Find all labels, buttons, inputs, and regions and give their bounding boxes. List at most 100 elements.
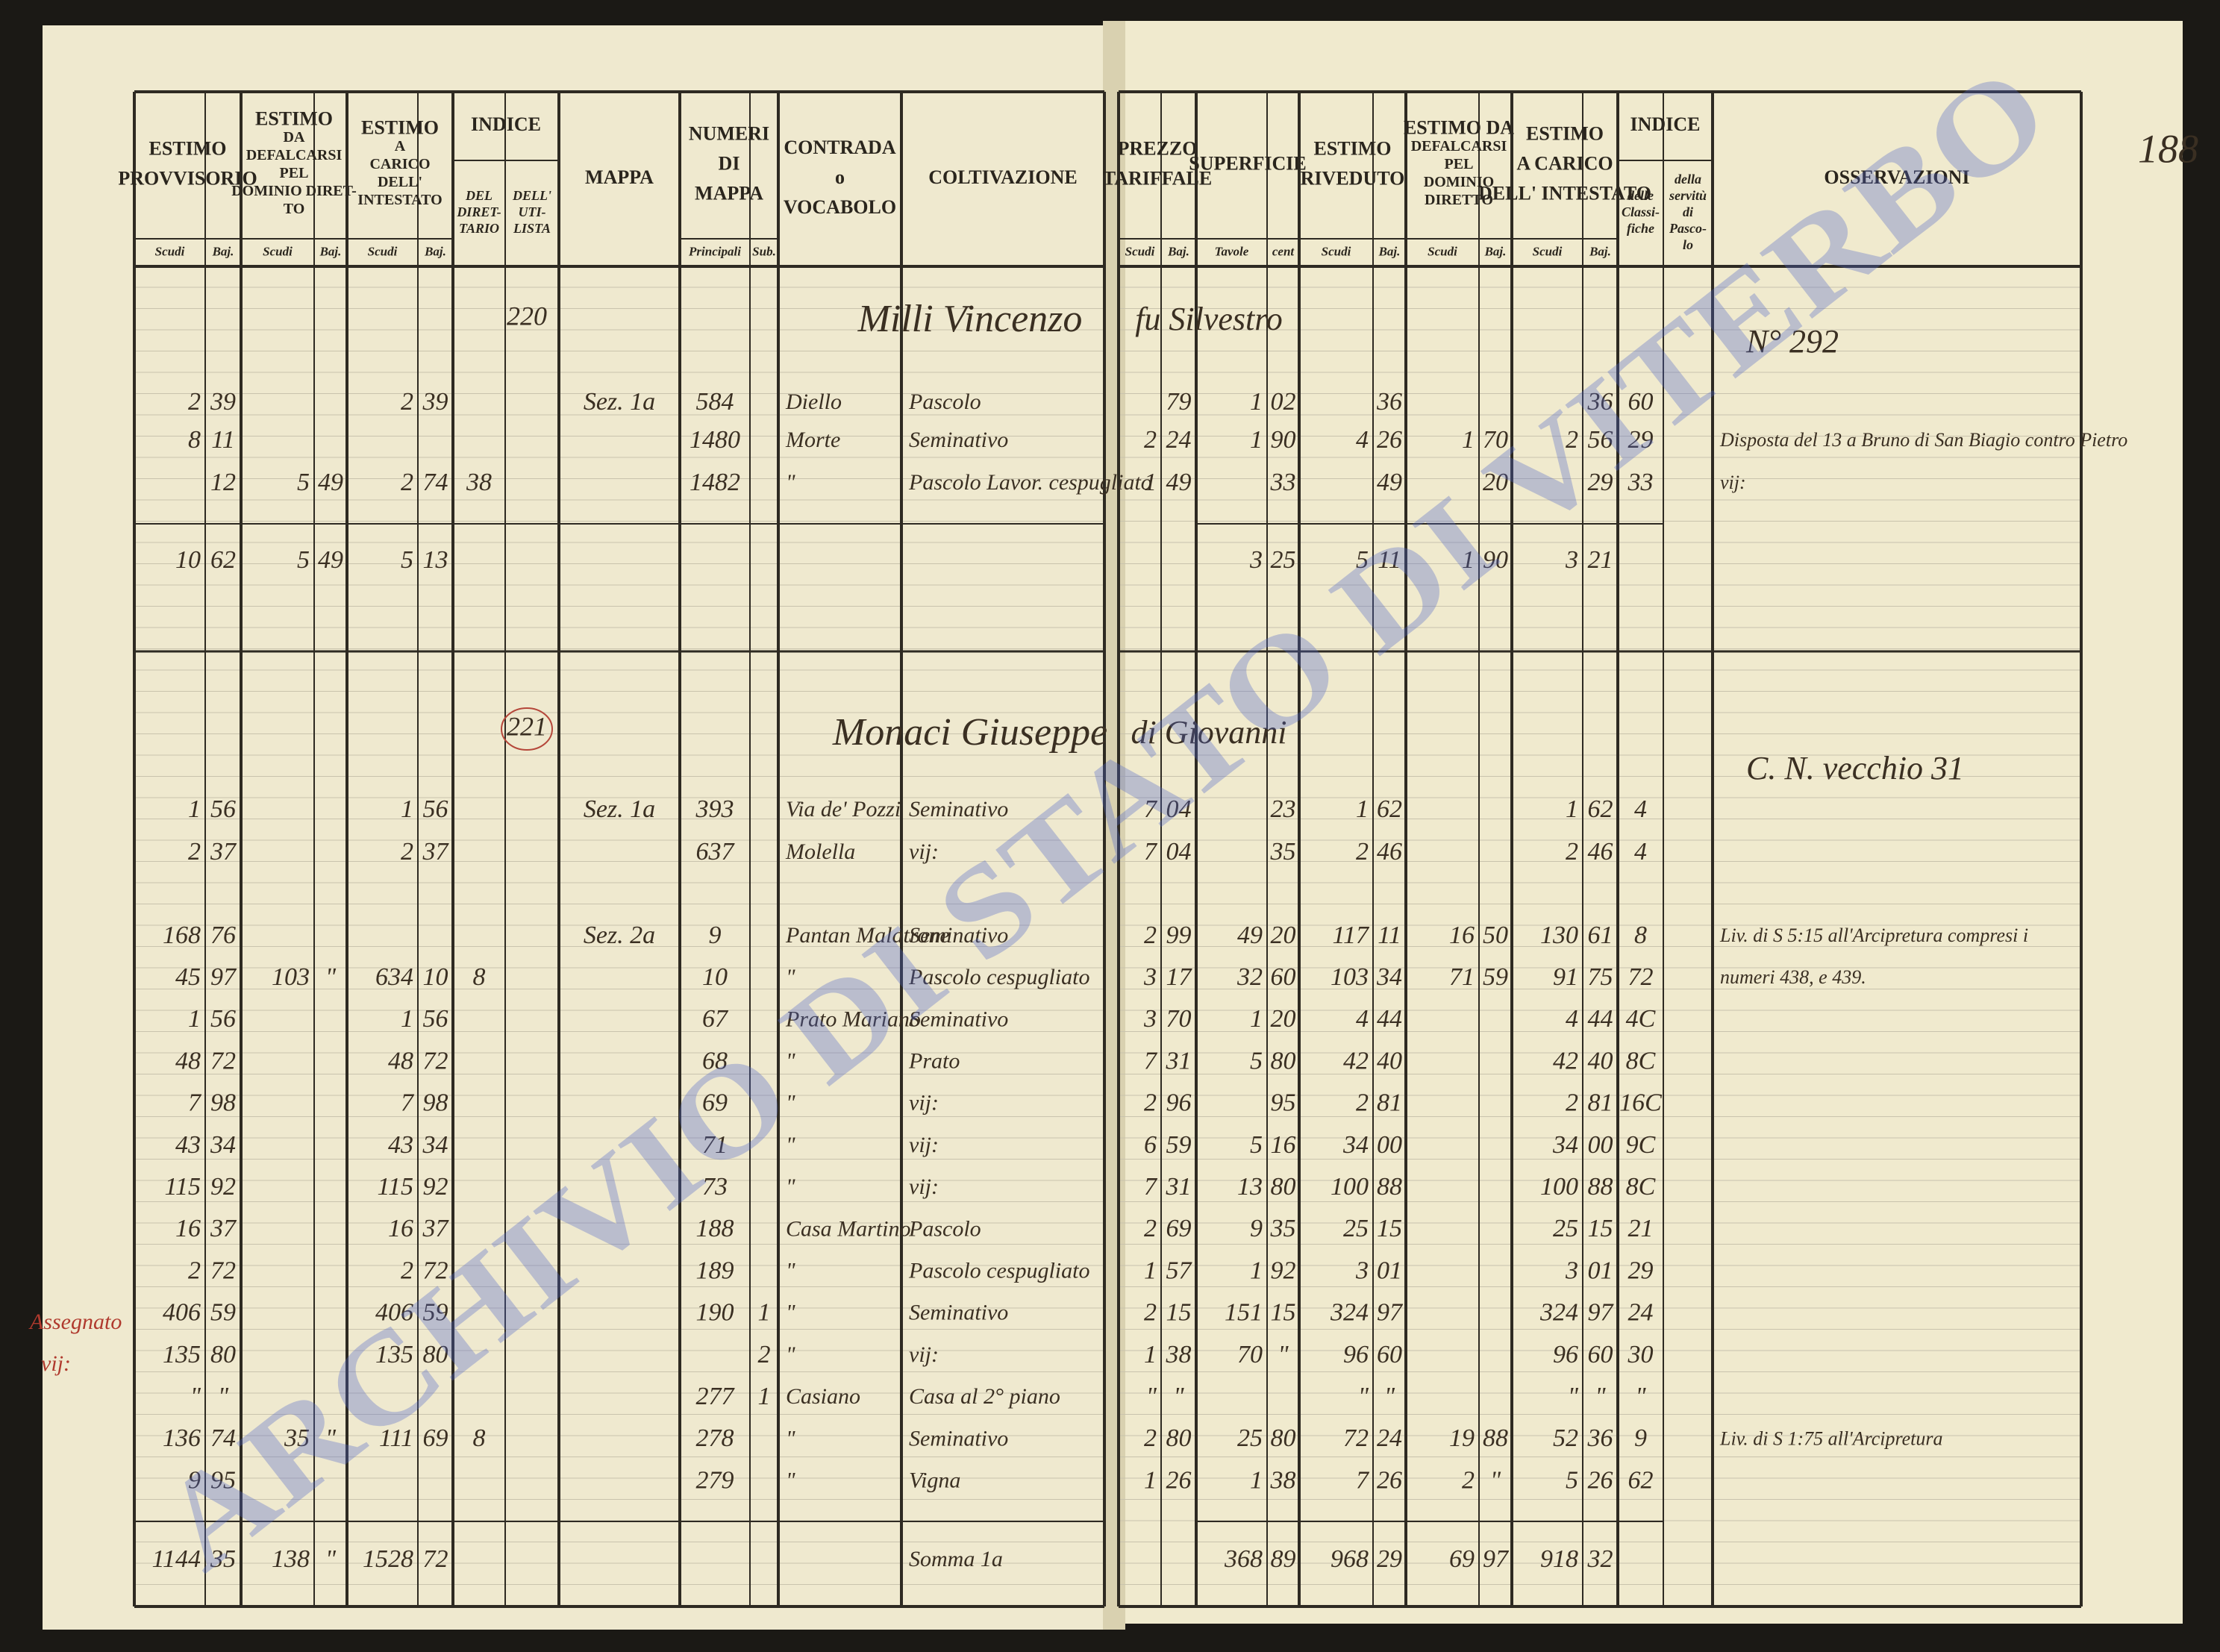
cell: 43 (388, 1131, 413, 1159)
header-label: OSSERVAZIONI (1824, 166, 1969, 188)
header-label: NUMERI (689, 122, 769, 144)
cell: 103 (272, 963, 310, 991)
header-sublabel: Pasco- (1669, 221, 1707, 236)
cell: 61 (1588, 922, 1613, 949)
cell: 151 (1225, 1299, 1263, 1327)
cell: 36 (1376, 388, 1402, 416)
cell: Casa Martino (786, 1216, 911, 1241)
cell: 20 (1271, 1005, 1296, 1033)
cell: 189 (696, 1257, 734, 1284)
cell: 34 (1552, 1131, 1578, 1159)
cell: 44 (1377, 1005, 1402, 1033)
cell: 70 (1483, 426, 1508, 454)
cell: 88 (1377, 1173, 1402, 1201)
cell: 11 (1378, 922, 1401, 949)
cell: 2 (1566, 1089, 1578, 1117)
cell: 97 (1377, 1299, 1404, 1327)
cell: 48 (175, 1047, 201, 1074)
cell: 8 (188, 426, 201, 454)
cell: 69 (702, 1089, 728, 1117)
cell: 70 (1166, 1005, 1192, 1033)
index-circle (501, 707, 553, 751)
cell: 1 (1462, 546, 1475, 574)
cell: 1144 (152, 1545, 201, 1573)
cell: Via de' Pozzi (786, 797, 901, 822)
cell: 26 (1166, 1466, 1192, 1494)
cell: 92 (1271, 1257, 1296, 1284)
header-label: VOCABOLO (784, 196, 896, 218)
cell: 168 (163, 922, 201, 949)
cell: 7 (1144, 1047, 1158, 1074)
cell: 24 (1628, 1299, 1654, 1327)
cell: 10 (702, 963, 728, 991)
cell: 72 (210, 1047, 236, 1074)
header-sublabel: Baj. (1167, 244, 1189, 258)
cell: 968 (1331, 1545, 1369, 1573)
header-label: ESTIMO (361, 116, 439, 138)
cell: 62 (1628, 1466, 1654, 1494)
cell: 1 (1144, 1466, 1157, 1494)
header-sublabel: UTI- (519, 204, 546, 219)
header-sublabel: Baj. (424, 244, 446, 258)
page-number: 188 (2138, 126, 2198, 171)
header-sublabel: delle (1628, 188, 1654, 203)
cell: " (786, 1342, 795, 1367)
cell: 45 (175, 963, 201, 991)
cell: 69 (1449, 1545, 1475, 1573)
cell: 15 (1588, 1215, 1613, 1242)
cell: 15 (1271, 1299, 1296, 1327)
header-label: DELL' (378, 174, 422, 190)
cell: 2 (401, 1257, 413, 1284)
cell: 34 (1342, 1131, 1369, 1159)
cell: 59 (423, 1299, 448, 1327)
cell: 130 (1540, 922, 1578, 949)
cell: 637 (696, 838, 736, 866)
cell: 23 (1271, 795, 1296, 823)
cell: 35 (1270, 1215, 1296, 1242)
cell: 40 (1588, 1047, 1613, 1074)
cell: 34 (210, 1131, 236, 1159)
cell: 96 (1343, 1341, 1369, 1368)
cell: 80 (1271, 1047, 1296, 1074)
cell: 1 (188, 1005, 201, 1033)
cell: 37 (210, 1215, 237, 1242)
header-label: A (395, 138, 406, 154)
cell: 278 (696, 1424, 734, 1452)
cell: 96 (1166, 1089, 1192, 1117)
cell: 188 (696, 1215, 734, 1242)
cell: 2 (1144, 922, 1157, 949)
cell: 190 (696, 1299, 734, 1327)
cell: " (1635, 1383, 1646, 1410)
cell: 2 (401, 388, 413, 416)
left-page (43, 25, 1114, 1630)
cell: 13 (423, 546, 448, 574)
header-sublabel: Baj. (1484, 244, 1507, 258)
cell: 90 (1271, 426, 1296, 454)
cell: 42 (1553, 1047, 1578, 1074)
cell: " (1146, 1383, 1157, 1410)
header-sublabel: di (1683, 204, 1693, 219)
cell: Pascolo (908, 389, 981, 414)
cell: 1482 (690, 469, 740, 496)
header-label: PREZZO (1118, 137, 1198, 159)
cell: 1 (758, 1383, 771, 1410)
header-label: o (835, 166, 845, 188)
cell: 46 (1377, 838, 1402, 866)
header-sublabel: Baj. (1378, 244, 1401, 258)
header-sublabel: Scudi (155, 244, 185, 258)
cell: vij: (909, 1342, 939, 1367)
cell: 12 (210, 469, 236, 496)
header-sublabel: DEL (465, 188, 493, 203)
cell: 49 (1377, 469, 1402, 496)
owner-name: Monaci Giuseppe (832, 711, 1107, 754)
cell: 1480 (690, 426, 740, 454)
cell: 00 (1588, 1131, 1613, 1159)
cell: 2 (188, 1257, 201, 1284)
cell: 80 (1271, 1424, 1296, 1452)
cell: 43 (175, 1131, 201, 1159)
cell: 92 (210, 1173, 236, 1201)
cell: Disposta del 13 a Bruno di San Biagio co… (1719, 429, 2127, 451)
cell: " (786, 470, 795, 495)
cell: " (1173, 1383, 1184, 1410)
right-page (1114, 21, 2183, 1624)
